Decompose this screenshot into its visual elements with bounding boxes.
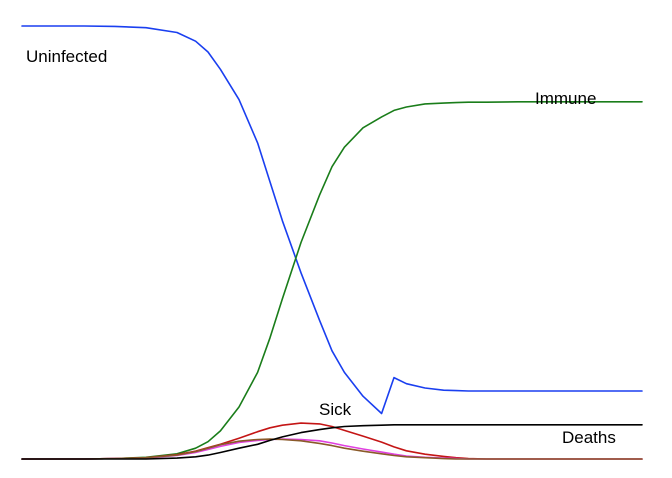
- label-deaths: Deaths: [562, 428, 616, 447]
- series-line-unlabeled-3: [21, 438, 643, 460]
- label-immune: Immune: [535, 89, 596, 108]
- label-sick: Sick: [319, 400, 352, 419]
- series-line-deaths: [21, 424, 643, 460]
- series-line-immune: [21, 101, 643, 460]
- label-uninfected: Uninfected: [26, 47, 107, 66]
- series-layer: [21, 25, 643, 460]
- series-line-uninfected: [21, 25, 643, 415]
- series-line-unlabeled-4: [21, 438, 643, 460]
